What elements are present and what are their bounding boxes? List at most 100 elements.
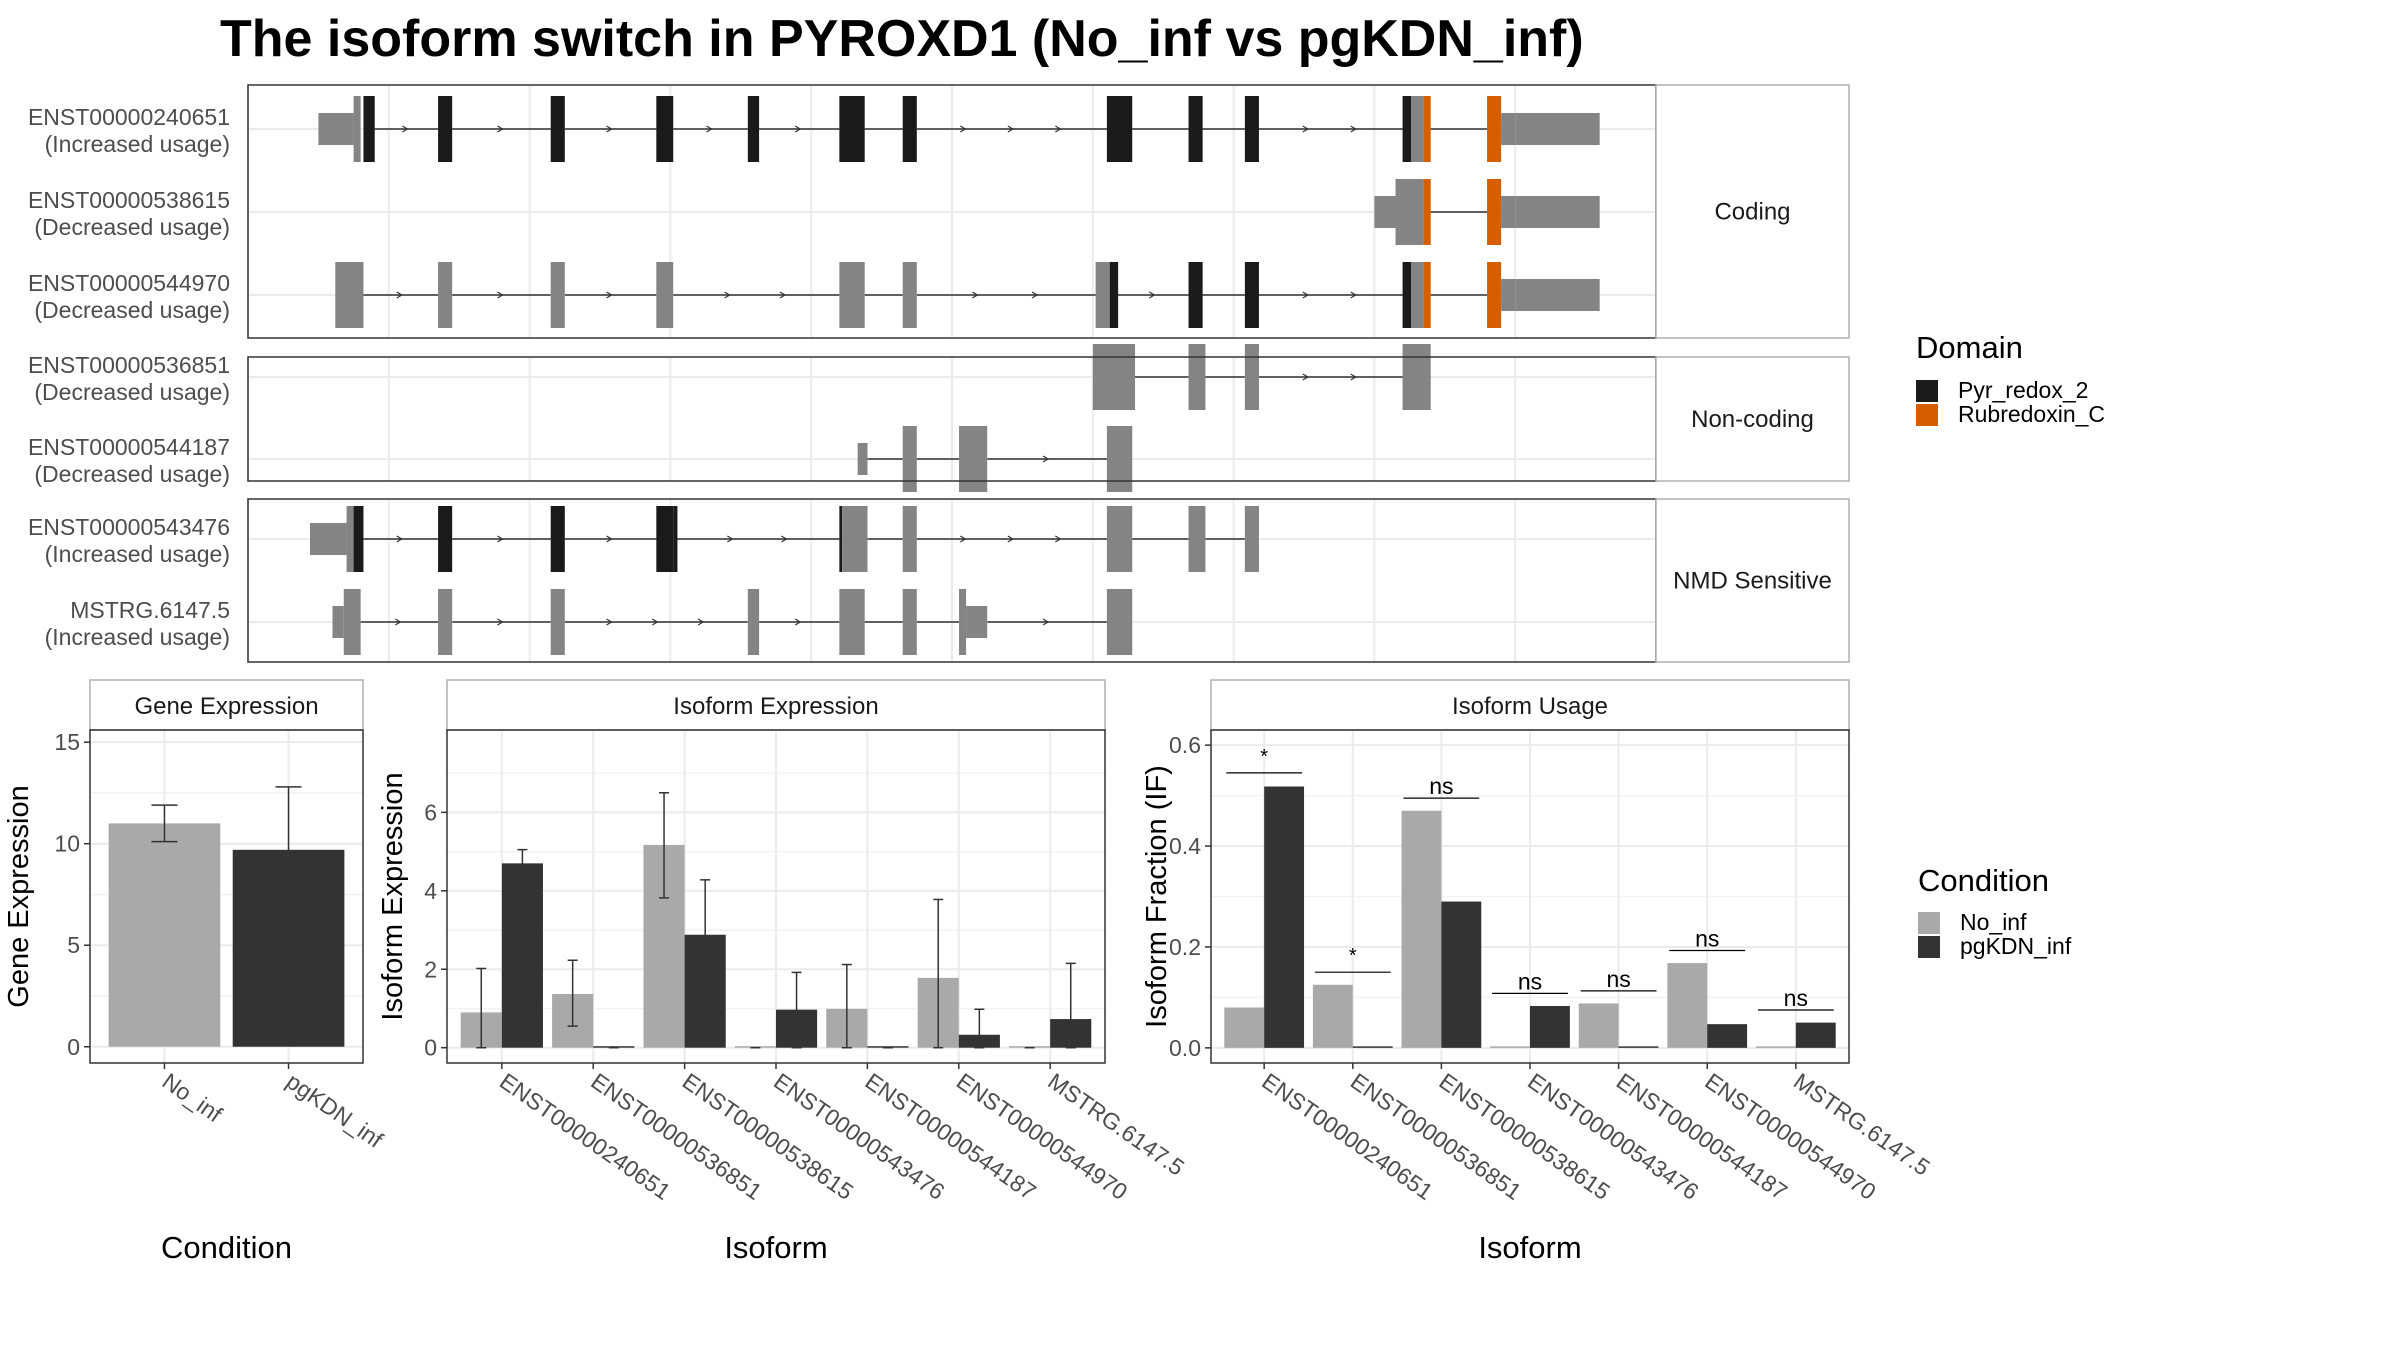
domain-legend-label: Rubredoxin_C — [1958, 401, 2105, 427]
exon-block — [550, 589, 565, 655]
bar-pgKDN_inf-ENST00000544187 — [1618, 1046, 1659, 1048]
intron-arrow — [606, 618, 613, 626]
x-axis-label: Condition — [161, 1230, 292, 1265]
exon-block — [656, 506, 674, 572]
y-tick-label: 0.0 — [1169, 1035, 1201, 1061]
exon-block — [902, 589, 917, 655]
bar-No_inf-ENST00000544970 — [1667, 963, 1708, 1048]
exon-block — [959, 426, 988, 492]
exon-block — [1092, 344, 1136, 410]
facet-strip — [1655, 356, 1850, 482]
x-tick-label: ENST00000544970 — [952, 1068, 1132, 1205]
transcript-usage-label: (Increased usage) — [45, 541, 230, 567]
intron-arrow — [395, 618, 402, 626]
y-tick-label: 6 — [424, 799, 437, 825]
exon-block — [318, 113, 354, 145]
exon-block — [438, 506, 453, 572]
figure-title: The isoform switch in PYROXD1 (No_inf vs… — [220, 10, 1584, 68]
exon-block — [438, 96, 453, 162]
facet-strip-label: NMD Sensitive — [1673, 568, 1832, 595]
significance-label: ns — [1429, 773, 1453, 799]
y-axis-label: Isoform Fraction (IF) — [1141, 765, 1173, 1028]
chart-gene-expression: Gene Expression 0 5 10 15 No_inf pgKDN_inf Gene… — [3, 679, 389, 1265]
facet-strip — [1655, 84, 1850, 339]
exon-block — [1374, 196, 1396, 228]
intron-arrow — [606, 535, 613, 543]
transcript-id-label: ENST00000240651 — [28, 104, 230, 130]
significance-label: ns — [1784, 985, 1808, 1011]
exon-block — [1188, 506, 1206, 572]
intron-arrow — [1302, 291, 1309, 299]
bar-No_inf-ENST00000544187 — [1578, 1003, 1619, 1048]
intron-arrow — [606, 125, 613, 133]
x-tick-label: pgKDN_inf — [282, 1068, 389, 1153]
intron-arrow — [497, 125, 504, 133]
transcript-usage-label: (Increased usage) — [45, 624, 230, 650]
intron-arrow — [652, 618, 659, 626]
bar-pgKDN_inf-ENST00000536851 — [1352, 1046, 1393, 1048]
exon-block — [1411, 96, 1424, 162]
intron-arrow — [1007, 125, 1015, 133]
intron-arrow — [396, 291, 403, 299]
exon-block — [902, 96, 917, 162]
intron-arrow — [497, 535, 504, 543]
condition-legend-label: No_inf — [1960, 909, 2027, 935]
intron-arrow — [1350, 373, 1357, 381]
exon-block — [747, 96, 760, 162]
transcript-ENST00000536851 — [1092, 344, 1431, 410]
chart-title: Gene Expression — [134, 693, 318, 720]
exon-block — [550, 506, 565, 572]
exon-block — [1095, 262, 1110, 328]
rubredoxin-domain-exon — [1423, 179, 1431, 245]
x-tick-label: ENST00000543476 — [769, 1068, 949, 1205]
chart-panel-border — [89, 729, 364, 1064]
exon-block — [353, 96, 361, 162]
intron-arrow — [794, 618, 802, 626]
chart-strip — [89, 679, 364, 731]
transcript-id-label: ENST00000544970 — [28, 270, 230, 296]
exon-block — [1501, 279, 1516, 311]
condition-legend-label: pgKDN_inf — [1960, 933, 2072, 959]
facet-strip-label: Non-coding — [1691, 406, 1814, 433]
rubredoxin-domain-exon — [1487, 96, 1502, 162]
intron-arrow — [779, 291, 787, 299]
exon-block — [902, 426, 917, 492]
exon-block — [1244, 506, 1259, 572]
bar-No_inf — [108, 823, 221, 1047]
intron-arrow — [706, 125, 713, 133]
exon-block — [438, 262, 453, 328]
exon-block — [309, 523, 347, 555]
exon-block — [1109, 262, 1119, 328]
intron-arrow — [1007, 535, 1015, 543]
transcript-usage-label: (Decreased usage) — [34, 214, 230, 240]
y-tick-label: 15 — [54, 729, 80, 755]
exon-block — [1106, 589, 1133, 655]
chart-title: Isoform Expression — [673, 693, 878, 720]
chart-isoform-expression: Isoform Expression0246ENST00000240651ENS… — [377, 679, 1189, 1265]
domain-legend-key — [1916, 380, 1938, 402]
exon-block — [550, 96, 565, 162]
y-tick-label: 0.2 — [1169, 934, 1201, 960]
bar-pgKDN_inf-MSTRG.6147.5 — [1795, 1022, 1836, 1048]
exon-block — [673, 506, 678, 572]
exon-block — [1106, 506, 1133, 572]
exon-block — [332, 606, 344, 638]
chart-title: Isoform Usage — [1452, 693, 1608, 720]
exon-block — [1188, 262, 1203, 328]
transcript-usage-label: (Decreased usage) — [34, 297, 230, 323]
facet-strip-label: Coding — [1714, 199, 1790, 226]
y-tick-label: 4 — [424, 878, 437, 904]
exon-block — [1402, 96, 1412, 162]
intron-arrow — [497, 618, 504, 626]
x-tick-label: ENST00000544187 — [861, 1068, 1041, 1205]
transcript-MSTRG.6147.5 — [332, 589, 1133, 655]
exon-block — [1515, 113, 1600, 145]
bar-pgKDN_inf-ENST00000538615 — [1441, 901, 1482, 1048]
y-axis-label: Isoform Expression — [377, 772, 409, 1020]
intron-arrow — [1042, 455, 1050, 463]
exon-block — [438, 589, 453, 655]
exon-block — [1106, 96, 1133, 162]
rubredoxin-domain-exon — [1487, 179, 1502, 245]
